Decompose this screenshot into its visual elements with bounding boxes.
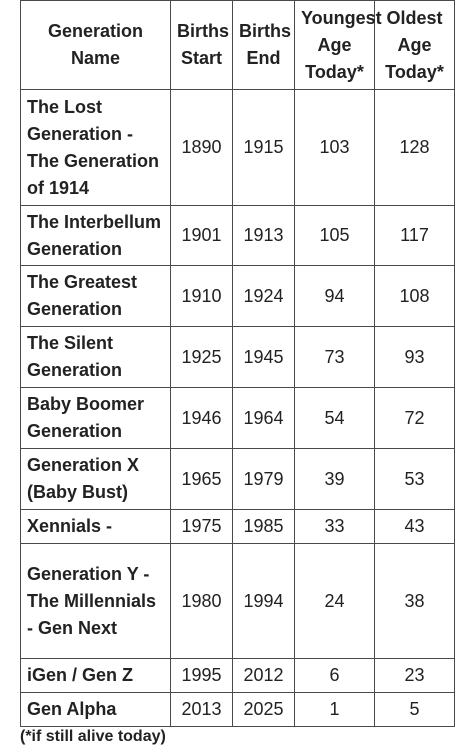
table-row: Generation X (Baby Bust) 1965 1979 39 53 — [20, 448, 455, 510]
generation-name-cell: Xennials - — [20, 509, 171, 544]
generation-name-cell: Gen Alpha — [20, 692, 171, 727]
births-end-cell: 1913 — [232, 205, 295, 266]
table-header-row: Generation Name Births Start Births End … — [20, 0, 455, 90]
youngest-age-cell: 73 — [294, 326, 375, 388]
oldest-age-cell: 38 — [374, 543, 455, 659]
header-oldest-age: Oldest Age Today* — [374, 0, 455, 90]
births-end-cell: 2025 — [232, 692, 295, 727]
generation-name-cell: iGen / Gen Z — [20, 658, 171, 693]
births-end-cell: 2012 — [232, 658, 295, 693]
youngest-age-cell: 1 — [294, 692, 375, 727]
table-row: The Lost Generation - The Generation of … — [20, 89, 455, 206]
table-row: The Silent Generation 1925 1945 73 93 — [20, 326, 455, 388]
oldest-age-cell: 108 — [374, 265, 455, 327]
births-end-cell: 1979 — [232, 448, 295, 510]
table-row: The Greatest Generation 1910 1924 94 108 — [20, 265, 455, 327]
generation-name-cell: The Silent Generation — [20, 326, 171, 388]
generation-name-cell: Generation Y - The Millennials - Gen Nex… — [20, 543, 171, 659]
oldest-age-cell: 53 — [374, 448, 455, 510]
births-start-cell: 1975 — [170, 509, 233, 544]
table-row: Generation Y - The Millennials - Gen Nex… — [20, 543, 455, 659]
header-births-end: Births End — [232, 0, 295, 90]
births-start-cell: 1946 — [170, 387, 233, 449]
oldest-age-cell: 72 — [374, 387, 455, 449]
youngest-age-cell: 33 — [294, 509, 375, 544]
births-start-cell: 2013 — [170, 692, 233, 727]
births-end-cell: 1945 — [232, 326, 295, 388]
footnote: (*if still alive today) — [20, 728, 166, 745]
youngest-age-cell: 103 — [294, 89, 375, 206]
generation-name-cell: Generation X (Baby Bust) — [20, 448, 171, 510]
births-start-cell: 1910 — [170, 265, 233, 327]
youngest-age-cell: 24 — [294, 543, 375, 659]
table-row: Baby Boomer Generation 1946 1964 54 72 — [20, 387, 455, 449]
oldest-age-cell: 5 — [374, 692, 455, 727]
youngest-age-cell: 54 — [294, 387, 375, 449]
births-start-cell: 1995 — [170, 658, 233, 693]
births-end-cell: 1964 — [232, 387, 295, 449]
oldest-age-cell: 23 — [374, 658, 455, 693]
births-end-cell: 1924 — [232, 265, 295, 327]
generation-name-cell: The Greatest Generation — [20, 265, 171, 327]
youngest-age-cell: 94 — [294, 265, 375, 327]
table-row: Xennials - 1975 1985 33 43 — [20, 509, 455, 544]
births-end-cell: 1915 — [232, 89, 295, 206]
header-generation-name: Generation Name — [20, 0, 171, 90]
header-births-start: Births Start — [170, 0, 233, 90]
youngest-age-cell: 6 — [294, 658, 375, 693]
table-row: iGen / Gen Z 1995 2012 6 23 — [20, 658, 455, 693]
births-end-cell: 1985 — [232, 509, 295, 544]
births-start-cell: 1901 — [170, 205, 233, 266]
youngest-age-cell: 105 — [294, 205, 375, 266]
generation-name-cell: Baby Boomer Generation — [20, 387, 171, 449]
oldest-age-cell: 43 — [374, 509, 455, 544]
generation-name-cell: The Lost Generation - The Generation of … — [20, 89, 171, 206]
oldest-age-cell: 117 — [374, 205, 455, 266]
births-start-cell: 1980 — [170, 543, 233, 659]
header-youngest-age: Youngest Age Today* — [294, 0, 382, 90]
generation-name-cell: The Interbellum Generation — [20, 205, 171, 266]
generations-table: Generation Name Births Start Births End … — [20, 0, 455, 727]
births-start-cell: 1925 — [170, 326, 233, 388]
table-row: The Interbellum Generation 1901 1913 105… — [20, 205, 455, 266]
youngest-age-cell: 39 — [294, 448, 375, 510]
oldest-age-cell: 128 — [374, 89, 455, 206]
births-start-cell: 1965 — [170, 448, 233, 510]
births-start-cell: 1890 — [170, 89, 233, 206]
births-end-cell: 1994 — [232, 543, 295, 659]
table-row: Gen Alpha 2013 2025 1 5 — [20, 692, 455, 727]
oldest-age-cell: 93 — [374, 326, 455, 388]
